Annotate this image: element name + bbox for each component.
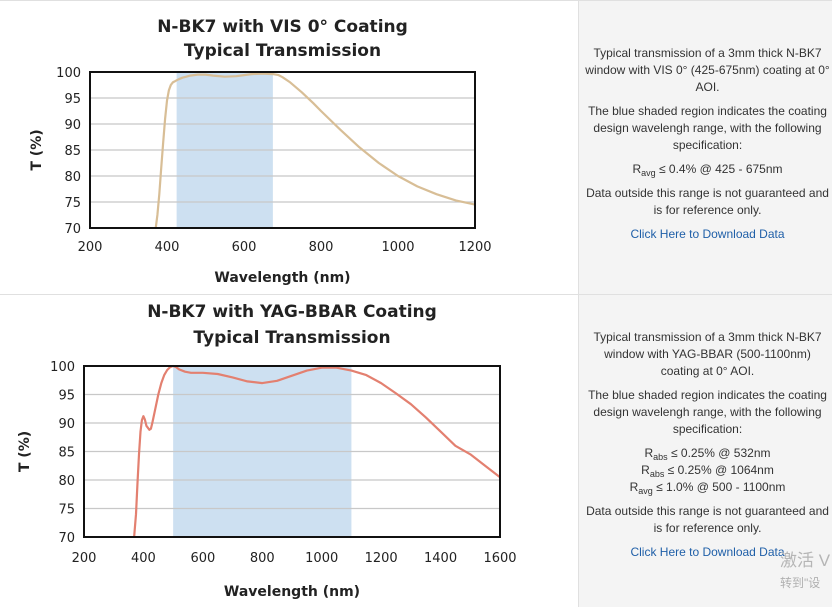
- chart-title-line: N-BK7 with YAG-BBAR Coating: [147, 302, 437, 322]
- transmission-chart-yag: N-BK7 with YAG-BBAR Coating Typical Trans…: [17, 302, 517, 600]
- info-text-yag: Typical transmission of a 3mm thick N-BK…: [585, 329, 830, 568]
- spec-subscript: avg: [638, 486, 653, 496]
- download-data-link[interactable]: Click Here to Download Data: [630, 545, 785, 559]
- y-tick-label: 80: [64, 170, 81, 185]
- product-row-vis: N-BK7 with VIS 0° Coating Typical Transmi…: [0, 0, 832, 294]
- spec-symbol: R: [629, 480, 639, 494]
- x-axis-label: Wavelength (nm): [224, 584, 360, 600]
- y-tick-label: 100: [50, 360, 75, 375]
- info-description: Typical transmission of a 3mm thick N-BK…: [593, 330, 822, 378]
- spec-symbol: R: [632, 162, 642, 176]
- y-tick-label: 80: [58, 474, 75, 489]
- y-axis-label: T (%): [17, 431, 33, 472]
- y-tick-label: 70: [58, 531, 75, 546]
- chart-title-line: Typical Transmission: [184, 41, 381, 61]
- x-tick-label: 1200: [458, 240, 491, 255]
- chart-cell-vis: N-BK7 with VIS 0° Coating Typical Transmi…: [0, 1, 578, 294]
- y-tick-label: 85: [64, 144, 81, 159]
- x-tick-label: 400: [155, 240, 180, 255]
- spec-symbol: R: [641, 463, 650, 477]
- x-tick-label: 200: [72, 551, 97, 566]
- x-tick-label: 800: [309, 240, 334, 255]
- x-tick-label: 800: [250, 551, 275, 566]
- spec-line: Rabs ≤ 0.25% @ 1064nm: [585, 462, 830, 479]
- x-tick-label: 200: [78, 240, 103, 255]
- y-tick-label: 70: [64, 222, 81, 237]
- info-text-vis: Typical transmission of a 3mm thick N-BK…: [585, 45, 830, 250]
- spec-subscript: avg: [641, 168, 656, 178]
- y-tick-label: 90: [58, 417, 75, 432]
- info-cell-yag: Typical transmission of a 3mm thick N-BK…: [578, 295, 832, 607]
- x-axis-label: Wavelength (nm): [214, 270, 350, 286]
- y-tick-label: 100: [56, 66, 81, 81]
- x-tick-label: 1400: [424, 551, 457, 566]
- y-tick-label: 95: [58, 389, 75, 404]
- info-disclaimer: Data outside this range is not guarantee…: [586, 504, 829, 535]
- spec-line: Rabs ≤ 0.25% @ 532nm: [585, 445, 830, 462]
- x-tick-label: 1000: [381, 240, 414, 255]
- y-axis-label: T (%): [29, 129, 45, 170]
- spec-value: ≤ 0.4% @ 425 - 675nm: [655, 162, 783, 176]
- spec-value: ≤ 0.25% @ 1064nm: [664, 463, 774, 477]
- transmission-curve: [154, 72, 475, 228]
- x-tick-label: 1000: [305, 551, 338, 566]
- y-tick-label: 85: [58, 446, 75, 461]
- chart-title-line: N-BK7 with VIS 0° Coating: [157, 17, 408, 37]
- info-spec-list: Ravg ≤ 0.4% @ 425 - 675nm: [585, 161, 830, 178]
- chart-cell-yag: N-BK7 with YAG-BBAR Coating Typical Trans…: [0, 295, 578, 607]
- plot-frame: [89, 71, 476, 229]
- x-tick-label: 1600: [483, 551, 516, 566]
- info-spec-list: Rabs ≤ 0.25% @ 532nm Rabs ≤ 0.25% @ 1064n…: [585, 445, 830, 496]
- info-cell-vis: Typical transmission of a 3mm thick N-BK…: [578, 1, 832, 294]
- x-tick-label: 1200: [365, 551, 398, 566]
- x-tick-label: 400: [131, 551, 156, 566]
- download-data-link[interactable]: Click Here to Download Data: [630, 227, 785, 241]
- x-tick-label: 600: [232, 240, 257, 255]
- info-shade-note: The blue shaded region indicates the coa…: [588, 388, 827, 436]
- spec-line: Ravg ≤ 1.0% @ 500 - 1100nm: [585, 479, 830, 496]
- spec-subscript: abs: [649, 469, 665, 479]
- y-tick-label: 95: [64, 92, 81, 107]
- info-description: Typical transmission of a 3mm thick N-BK…: [585, 46, 830, 94]
- x-tick-label: 600: [190, 551, 215, 566]
- spec-subscript: abs: [653, 452, 668, 462]
- info-shade-note: The blue shaded region indicates the coa…: [588, 104, 827, 152]
- y-tick-label: 75: [64, 196, 81, 211]
- y-tick-label: 75: [58, 503, 75, 518]
- plot-frame: [83, 365, 501, 538]
- product-row-yag: N-BK7 with YAG-BBAR Coating Typical Trans…: [0, 294, 832, 607]
- y-tick-label: 90: [64, 118, 81, 133]
- spec-value: ≤ 0.25% @ 532nm: [667, 446, 771, 460]
- spec-symbol: R: [644, 446, 654, 460]
- spec-line: Ravg ≤ 0.4% @ 425 - 675nm: [585, 161, 830, 178]
- transmission-chart-vis: N-BK7 with VIS 0° Coating Typical Transmi…: [29, 17, 492, 286]
- spec-value: ≤ 1.0% @ 500 - 1100nm: [652, 480, 786, 494]
- transmission-curve: [133, 364, 500, 537]
- info-disclaimer: Data outside this range is not guarantee…: [586, 186, 829, 217]
- os-activation-watermark-sub: 转到"设: [780, 576, 821, 590]
- chart-title-line: Typical Transmission: [193, 328, 390, 348]
- os-activation-watermark: 激活 V: [780, 551, 831, 570]
